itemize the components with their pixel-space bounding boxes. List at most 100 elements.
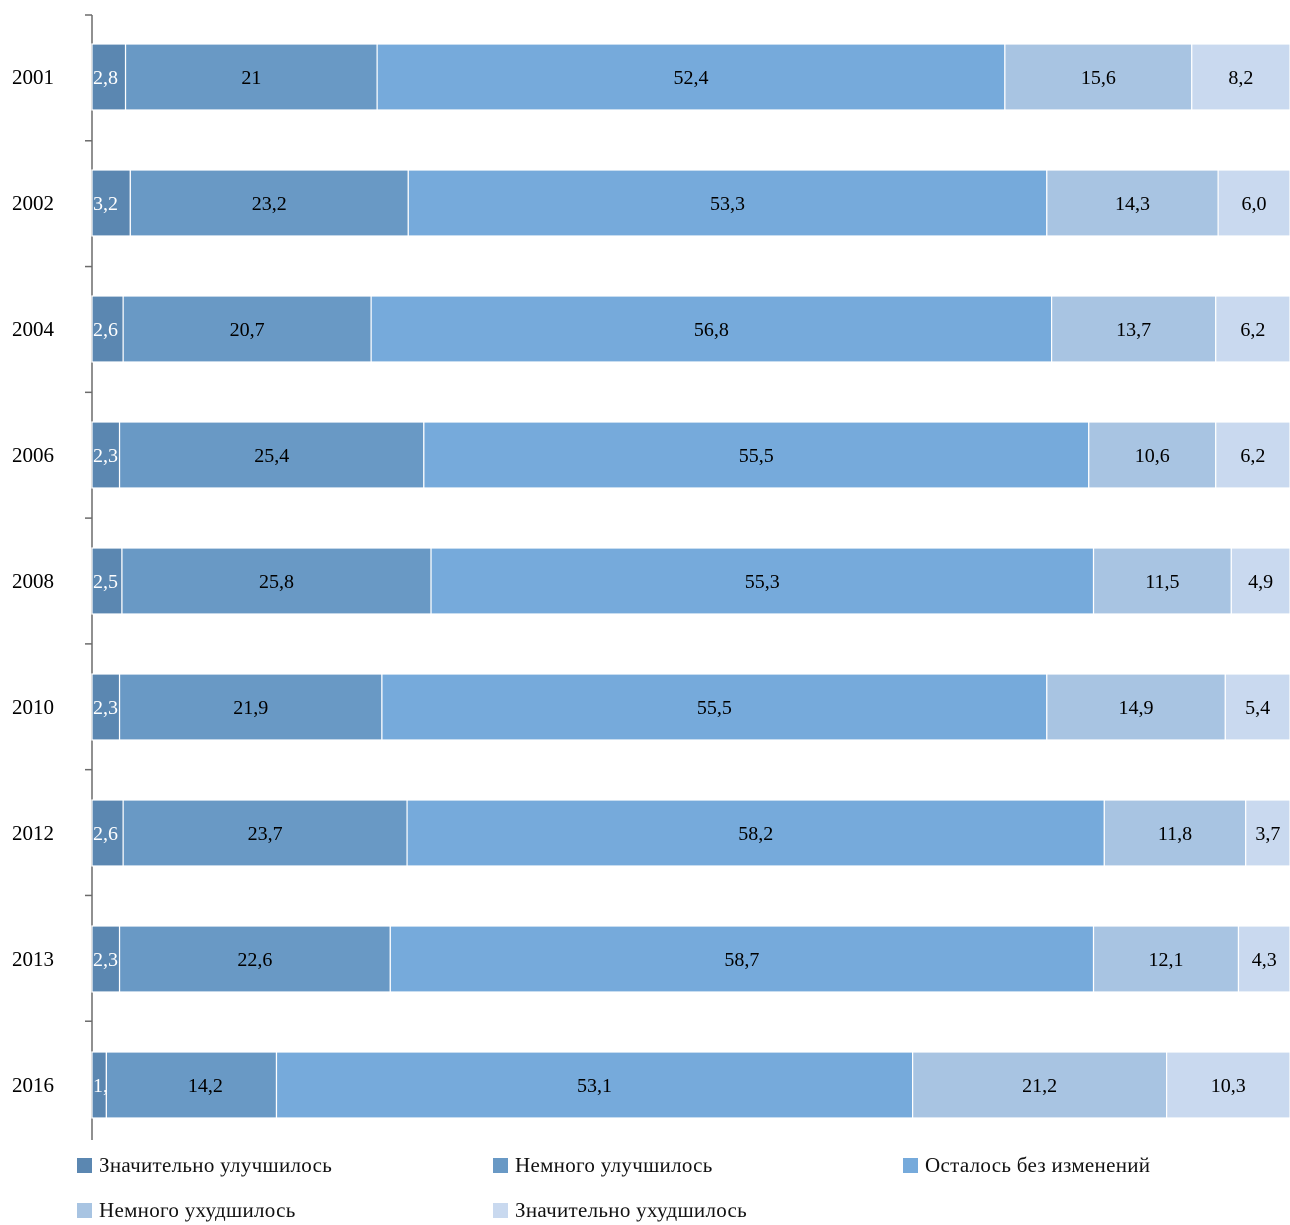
data-label: 2,6 (93, 823, 118, 845)
data-label: 15,6 (1081, 67, 1116, 89)
data-label: 13,7 (1116, 319, 1151, 341)
bar-segment (1046, 169, 1219, 237)
category-label: 2006 (12, 443, 54, 467)
legend-swatch (77, 1157, 92, 1173)
bar-segment (122, 799, 408, 867)
category-label: 2012 (12, 821, 54, 845)
bar-segment (91, 925, 121, 993)
data-label: 3,2 (93, 193, 118, 215)
legend-item: Немного улучшилось (493, 1150, 713, 1180)
bar-segment (1088, 421, 1217, 489)
bar-segment (1237, 925, 1290, 993)
legend-label: Значительно ухудшилось (515, 1197, 748, 1222)
bar-segment (381, 673, 1048, 741)
bar-segment (1092, 925, 1240, 993)
data-label: 11,8 (1158, 823, 1192, 845)
data-label: 12,1 (1149, 949, 1184, 971)
bar-segment (124, 43, 378, 111)
stacked-bar-chart: 2001 2,8 21 52,4 15,6 8,2 2002 3,2 23,2 53,3 14,3 6… (12, 14, 1290, 1140)
data-label: 20,7 (230, 319, 265, 341)
bar-segment (1092, 547, 1232, 615)
bar-segment (118, 673, 383, 741)
legend: Значительно улучшилось Немного улучшилось… (0, 1140, 1290, 1225)
legend-label: Немного ухудшилось (99, 1197, 296, 1222)
legend-item: Осталось без изменений (903, 1150, 1150, 1180)
data-label: 10,6 (1135, 445, 1170, 467)
bar-segment (91, 547, 123, 615)
data-label: 14,3 (1115, 193, 1150, 215)
data-label: 55,5 (739, 445, 774, 467)
bar-segment (423, 421, 1090, 489)
data-label: 23,7 (248, 823, 283, 845)
data-label: 2,5 (93, 571, 118, 593)
category-label: 2013 (12, 947, 54, 971)
data-label: 6,2 (1240, 445, 1265, 467)
data-label: 21,9 (233, 697, 268, 719)
data-label: 14,9 (1119, 697, 1154, 719)
bar-segment (1215, 295, 1290, 363)
bar-segment (1191, 43, 1290, 111)
bar-segment (912, 1051, 1168, 1119)
bar-segment (275, 1051, 914, 1119)
data-label: 53,3 (710, 193, 745, 215)
category-label: 2010 (12, 695, 54, 719)
legend-item: Значительно улучшилось (77, 1150, 332, 1180)
legend-item: Немного ухудшилось (77, 1195, 296, 1225)
legend-label: Немного улучшилось (515, 1152, 713, 1177)
bar-segment (105, 1051, 278, 1119)
data-label: 11,5 (1145, 571, 1179, 593)
bar-segment (1166, 1051, 1290, 1119)
data-label: 25,4 (254, 445, 289, 467)
legend-swatch (903, 1157, 918, 1173)
bar-segment (1215, 421, 1290, 489)
bar-segment (1224, 673, 1290, 741)
data-label: 3,7 (1255, 823, 1280, 845)
legend-swatch (493, 1202, 508, 1218)
bar-segment (121, 547, 432, 615)
data-label: 55,3 (745, 571, 780, 593)
data-label: 4,9 (1248, 571, 1273, 593)
bar-segment (370, 295, 1053, 363)
data-label: 2,6 (93, 319, 118, 341)
data-label: 53,1 (577, 1075, 612, 1097)
legend-swatch (77, 1202, 92, 1218)
legend-item: Значительно ухудшилось (493, 1195, 747, 1225)
data-label: 2,3 (93, 697, 118, 719)
data-label: 10,3 (1211, 1075, 1246, 1097)
data-label: 6,2 (1240, 319, 1265, 341)
category-label: 2004 (12, 317, 55, 341)
bar-segment (389, 925, 1095, 993)
data-label: 2,3 (93, 445, 118, 467)
data-label: 6,0 (1242, 193, 1267, 215)
bar-segment (376, 43, 1006, 111)
data-label: 55,5 (697, 697, 732, 719)
data-label: 8,2 (1228, 67, 1253, 89)
bar-segment (1103, 799, 1247, 867)
data-label: 4,3 (1252, 949, 1277, 971)
legend-swatch (493, 1157, 508, 1173)
bar-segment (118, 925, 391, 993)
category-label: 2016 (12, 1073, 54, 1097)
bar-segment (91, 295, 124, 363)
data-label: 52,4 (674, 67, 709, 89)
bar-segment (407, 169, 1048, 237)
category-label: 2001 (12, 65, 54, 89)
data-label: 58,2 (738, 823, 773, 845)
data-label: 58,7 (724, 949, 759, 971)
bar-segment (91, 673, 121, 741)
bar-segment (1050, 295, 1217, 363)
bar-segment (1004, 43, 1193, 111)
bar-segment (406, 799, 1105, 867)
category-label: 2008 (12, 569, 54, 593)
data-label: 14,2 (188, 1075, 223, 1097)
data-label: 21 (241, 67, 261, 89)
data-label: 2,8 (93, 67, 118, 89)
category-label: 2002 (12, 191, 54, 215)
bar-segment (430, 547, 1095, 615)
bar-segment (1230, 547, 1290, 615)
legend-label: Значительно улучшилось (99, 1152, 333, 1177)
bar-segment (118, 421, 425, 489)
legend-label: Осталось без изменений (925, 1152, 1151, 1177)
data-label: 23,2 (252, 193, 287, 215)
bar-segment (122, 295, 372, 363)
